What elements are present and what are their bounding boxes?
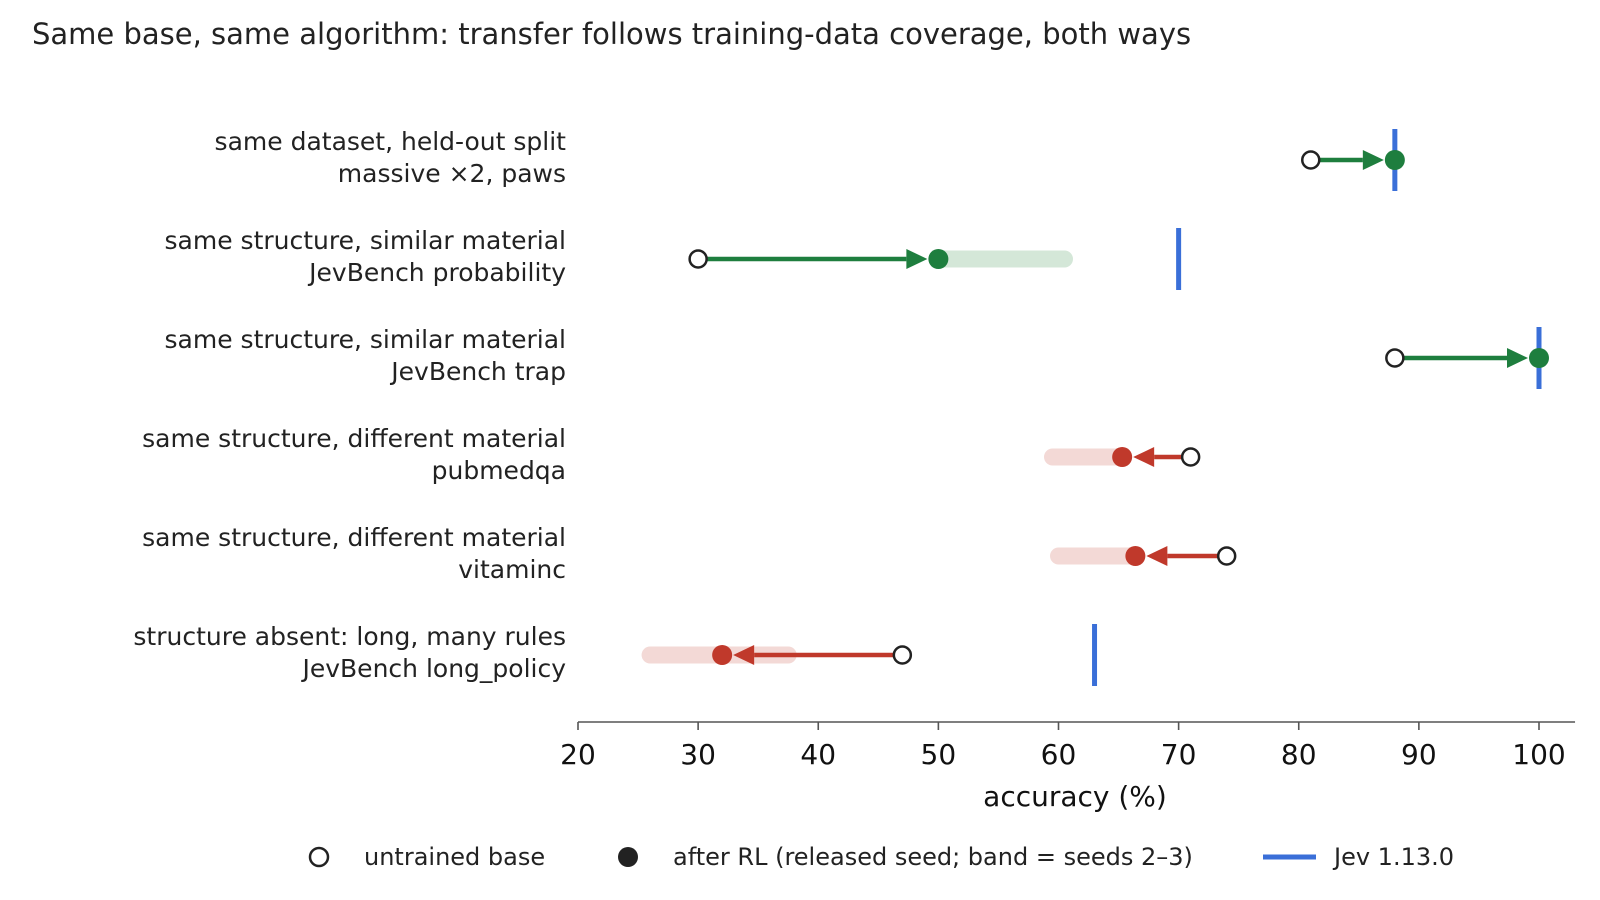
category-label-top: structure absent: long, many rules [133,622,566,651]
category-label-top: same structure, different material [142,424,566,453]
category-label-bottom: JevBench long_policy [300,654,566,683]
category-label-top: same structure, similar material [165,325,566,354]
category-label-top: same dataset, held-out split [215,127,567,156]
chart-title: Same base, same algorithm: transfer foll… [32,17,1191,51]
x-tick-label: 70 [1161,738,1197,771]
x-axis-label: accuracy (%) [983,780,1167,813]
untrained-base-point [1180,447,1201,467]
change-arrow-head [1146,546,1168,566]
x-axis: 20 30 40 50 60 70 80 90 100 [560,721,1576,771]
x-tick-label: 100 [1512,738,1565,771]
untrained-base-point [1385,348,1405,368]
after-rl-point [1125,546,1146,566]
untrained-base-point [892,645,913,665]
change-arrow-head [733,645,755,665]
x-tick-label: 30 [680,738,716,771]
after-rl-point [1384,150,1405,170]
category-label-bottom: pubmedqa [432,456,566,485]
category-label-bottom: vitaminc [458,555,566,584]
after-rl-point [928,249,949,269]
plot-area: same dataset, held-out split massive ×2, … [133,127,1549,686]
category-label-bottom: JevBench trap [389,357,566,386]
x-tick-label: 40 [800,738,836,771]
legend-label: after RL (released seed; band = seeds 2–… [673,843,1193,871]
untrained-base-point [1216,546,1237,566]
after-rl-point [1529,348,1549,368]
category-label-bottom: massive ×2, paws [338,159,566,188]
untrained-base-point [688,249,708,269]
change-arrow-head [1362,150,1384,170]
after-rl-point [1112,447,1133,467]
legend-marker-filled-circle [618,847,638,867]
legend: untrained base after RL (released seed; b… [308,843,1454,871]
legend-marker-open-circle [308,846,330,868]
x-tick-label: 60 [1041,738,1077,771]
x-tick-label: 20 [560,738,596,771]
category-label-bottom: JevBench probability [307,258,566,287]
legend-label: Jev 1.13.0 [1332,843,1454,871]
x-tick-label: 80 [1281,738,1317,771]
untrained-base-point [1301,150,1321,170]
category-label-top: same structure, different material [142,523,566,552]
change-arrow-head [1507,348,1528,368]
change-arrow-head [1133,447,1155,467]
x-tick-label: 50 [921,738,957,771]
legend-label: untrained base [364,843,545,871]
after-rl-point [712,645,733,665]
category-label-top: same structure, similar material [165,226,566,255]
change-arrow-head [906,249,928,269]
x-tick-label: 90 [1401,738,1437,771]
